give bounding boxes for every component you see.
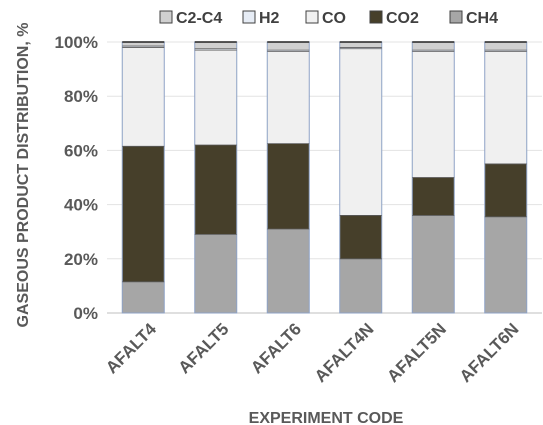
bar-segment-ch4 <box>194 234 237 313</box>
bar-segment-ch4 <box>122 281 165 313</box>
bar-segment-co2 <box>339 215 382 259</box>
bar-segment-c2-c4 <box>484 42 527 51</box>
bar-group-afalt6n <box>484 41 528 314</box>
bar-segment-co <box>194 50 237 145</box>
bar-segment-h2 <box>194 48 237 51</box>
y-tick-label: 40% <box>64 196 98 215</box>
bar-segment-co <box>267 51 310 144</box>
x-axis-title: EXPERIMENT CODE <box>249 410 404 425</box>
legend-item-co: CO <box>305 10 346 27</box>
bar-segment-h2 <box>484 50 527 52</box>
bar-segment-c2-c4 <box>194 42 237 49</box>
bar-group-afalt4 <box>121 41 165 314</box>
bar-segment-ch4 <box>484 216 527 313</box>
bars <box>121 41 528 314</box>
bar-segment-c2-c4 <box>412 42 455 51</box>
bar-segment-co2 <box>412 177 455 216</box>
legend-label: C2-C4 <box>176 10 222 27</box>
bar-segment-co <box>339 48 382 216</box>
bar-segment-h2 <box>122 46 165 48</box>
bar-segment-co2 <box>194 144 237 235</box>
legend-swatch <box>449 10 463 24</box>
bar-segment-co <box>412 51 455 178</box>
legend-item-c2-c4: C2-C4 <box>159 10 222 27</box>
y-axis-title: GASEOUS PRODUCT DISTRIBUTION, % <box>15 23 32 328</box>
bar-segment-c2-c4 <box>339 42 382 48</box>
bar-group-afalt5 <box>194 41 238 314</box>
bar-group-afalt5n <box>411 41 455 314</box>
bar-segment-ch4 <box>267 228 310 313</box>
bar-segment-ch4 <box>412 215 455 313</box>
bar-segment-co <box>122 47 165 147</box>
bar-segment-co <box>484 51 527 164</box>
legend-label: CO2 <box>386 10 419 27</box>
bar-segment-h2 <box>339 47 382 49</box>
y-tick-label: 0% <box>73 304 98 323</box>
bar-segment-h2 <box>267 50 310 52</box>
bar-group-afalt6 <box>266 41 310 314</box>
bar-segment-co2 <box>122 146 165 282</box>
gridlines <box>107 41 542 314</box>
legend-swatch <box>242 10 256 24</box>
legend-label: CH4 <box>466 10 498 27</box>
legend-label: H2 <box>259 10 280 27</box>
y-tick-label: 80% <box>64 87 98 106</box>
bar-segment-ch4 <box>339 258 382 313</box>
bar-segment-c2-c4 <box>267 42 310 51</box>
legend-item-h2: H2 <box>242 10 280 27</box>
legend-label: CO <box>322 10 346 27</box>
y-tick-label: 60% <box>64 141 98 160</box>
bar-segment-h2 <box>412 50 455 52</box>
bar-segment-c2-c4 <box>122 42 165 47</box>
legend-swatch <box>305 10 319 24</box>
legend-item-ch4: CH4 <box>449 10 498 27</box>
legend-item-co2: CO2 <box>369 10 419 27</box>
legend-swatch <box>159 10 173 24</box>
y-tick-label: 100% <box>55 33 98 52</box>
legend: C2-C4 H2 CO CO2 CH4 <box>159 10 498 27</box>
bar-group-afalt4n <box>339 41 383 314</box>
bar-segment-co2 <box>267 143 310 229</box>
y-tick-labels: 0% 20% 40% 60% 80% 100% <box>55 33 98 323</box>
bar-segment-co2 <box>484 163 527 217</box>
y-tick-label: 20% <box>64 250 98 269</box>
legend-swatch <box>369 10 383 24</box>
